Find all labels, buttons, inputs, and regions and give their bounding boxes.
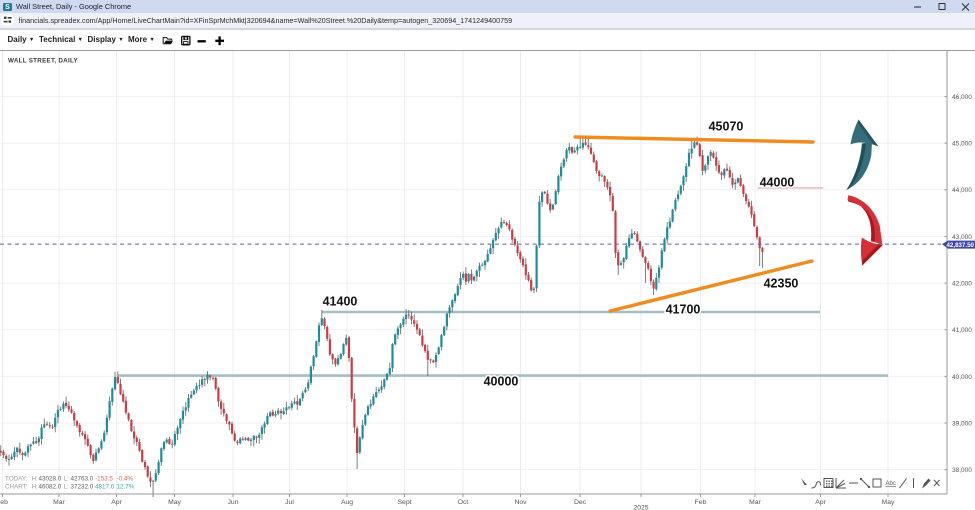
svg-text:45,000: 45,000 (952, 141, 972, 148)
svg-text:Sept: Sept (398, 499, 412, 506)
svg-text:12.7%: 12.7% (117, 484, 135, 491)
svg-text:WALL STREET, DAILY: WALL STREET, DAILY (8, 57, 78, 64)
svg-text:Oct: Oct (458, 499, 469, 506)
svg-text:40000: 40000 (484, 375, 519, 389)
svg-text:42763.0: 42763.0 (71, 476, 94, 483)
svg-text:46,000: 46,000 (952, 94, 972, 101)
svg-text:44,000: 44,000 (952, 187, 972, 194)
svg-text:L:: L: (64, 484, 70, 491)
svg-text:H:: H: (32, 484, 39, 491)
svg-text:H:: H: (32, 476, 39, 483)
svg-text:43028.0: 43028.0 (39, 476, 62, 483)
svg-text:CHART:: CHART: (5, 484, 28, 491)
svg-text:41,000: 41,000 (952, 327, 972, 334)
svg-text:4817.0: 4817.0 (95, 484, 115, 491)
svg-text:40,000: 40,000 (952, 374, 972, 381)
svg-text:-0.4%: -0.4% (117, 476, 134, 483)
svg-text:-153.5: -153.5 (95, 476, 113, 483)
svg-text:2025: 2025 (633, 505, 648, 510)
svg-text:Abc: Abc (886, 481, 896, 487)
svg-text:38,000: 38,000 (952, 467, 972, 474)
svg-text:TODAY:: TODAY: (5, 476, 28, 483)
svg-text:42,000: 42,000 (952, 281, 972, 288)
svg-text:Jul: Jul (285, 499, 294, 506)
svg-text:Mar: Mar (749, 499, 761, 506)
svg-text:42,837.50: 42,837.50 (946, 242, 974, 249)
svg-text:Apr: Apr (815, 499, 826, 506)
svg-text:44000: 44000 (760, 176, 795, 190)
svg-text:45070: 45070 (709, 120, 744, 134)
svg-text:37232.0: 37232.0 (71, 484, 94, 491)
svg-text:Feb: Feb (695, 499, 707, 506)
svg-text:42350: 42350 (764, 277, 799, 291)
svg-text:46082.0: 46082.0 (39, 484, 62, 491)
svg-text:L:: L: (64, 476, 70, 483)
svg-text:Feb: Feb (0, 499, 8, 506)
svg-text:Apr: Apr (111, 499, 122, 506)
svg-text:Aug: Aug (341, 499, 353, 506)
svg-text:Mar: Mar (53, 499, 65, 506)
svg-text:Dec: Dec (574, 499, 587, 506)
svg-text:39,000: 39,000 (952, 420, 972, 427)
svg-text:May: May (168, 499, 181, 506)
svg-text:May: May (882, 499, 895, 506)
svg-text:43,000: 43,000 (952, 234, 972, 241)
svg-text:41700: 41700 (666, 303, 701, 317)
svg-text:41400: 41400 (323, 295, 358, 309)
svg-text:Jun: Jun (228, 499, 239, 506)
svg-text:Nov: Nov (514, 499, 527, 506)
